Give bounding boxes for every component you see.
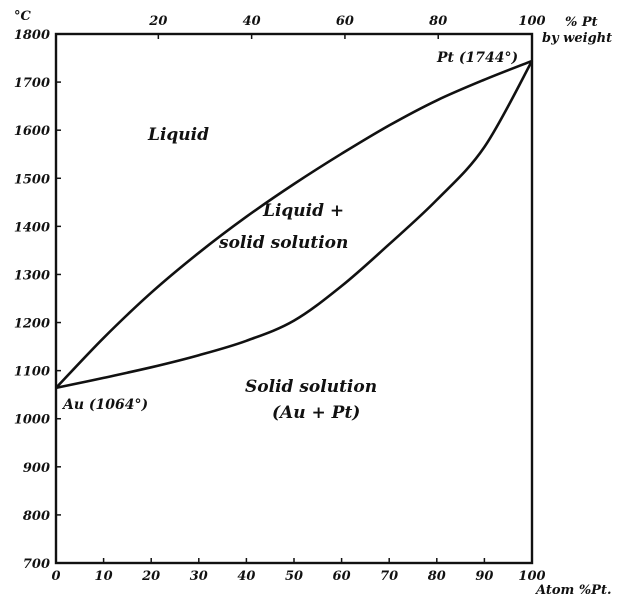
y-tick-label: 1000 — [14, 413, 50, 428]
x-tick-label: 50 — [285, 569, 303, 584]
y-tick-label: 1600 — [14, 124, 50, 139]
y-tick-label: 1400 — [14, 220, 50, 235]
region-label-solid-line2: (Au + Pt) — [272, 403, 360, 423]
y-tick-label: 800 — [23, 509, 50, 524]
x-tick-label: 20 — [141, 569, 160, 584]
y-tick-label: 1300 — [14, 268, 50, 283]
y-tick-label: 1800 — [14, 28, 50, 43]
x-tick-label: 90 — [475, 569, 493, 584]
x-tick-label: 30 — [190, 569, 208, 584]
y-tick-label: 1700 — [14, 76, 50, 91]
x-tick-label: 100 — [518, 569, 545, 584]
top-tick-label: 40 — [243, 14, 261, 29]
region-label-two-phase-line1: Liquid + — [262, 201, 344, 221]
plot-area-border — [54, 32, 534, 565]
region-label-liquid: Liquid — [147, 125, 209, 145]
y-tick-label: 1200 — [14, 317, 50, 332]
pt-melting-point-label: Pt (1744°) — [436, 50, 518, 66]
plot-frame — [54, 32, 534, 565]
y-tick-label: 900 — [23, 461, 50, 476]
x-tick-label: 0 — [51, 569, 60, 584]
bottom-axis-label: Atom %Pt. — [534, 583, 611, 598]
x-tick-label: 40 — [237, 569, 255, 584]
au-melting-point-label: Au (1064°) — [61, 397, 148, 413]
x-axis-top-ticks: 20 40 60 80 100 — [148, 14, 546, 39]
top-tick-label: 80 — [429, 14, 447, 29]
top-axis-label-line1: % Pt — [565, 15, 598, 30]
solidus-curve — [55, 60, 534, 390]
phase-curves — [55, 59, 534, 390]
y-tick-label: 700 — [23, 557, 50, 572]
x-axis-bottom-ticks: 0 10 20 30 40 50 60 70 80 90 100 — [51, 558, 546, 584]
top-tick-label: 60 — [336, 14, 354, 29]
region-label-two-phase-line2: solid solution — [218, 233, 348, 253]
y-unit-label: °C — [14, 9, 32, 24]
x-tick-label: 70 — [380, 569, 398, 584]
y-tick-label: 1500 — [14, 172, 50, 187]
x-tick-label: 10 — [95, 569, 113, 584]
top-tick-label: 100 — [518, 14, 545, 29]
y-axis-ticks: 700 800 900 1000 1100 1200 1300 1400 1500 1600 170… — [14, 28, 61, 572]
x-tick-label: 80 — [428, 569, 446, 584]
liquidus-curve — [55, 59, 533, 389]
top-tick-label: 20 — [148, 14, 167, 29]
region-label-solid-line1: Solid solution — [245, 377, 377, 397]
x-tick-label: 60 — [333, 569, 351, 584]
y-tick-label: 1100 — [14, 365, 50, 380]
top-axis-label-line2: by weight — [542, 31, 612, 46]
